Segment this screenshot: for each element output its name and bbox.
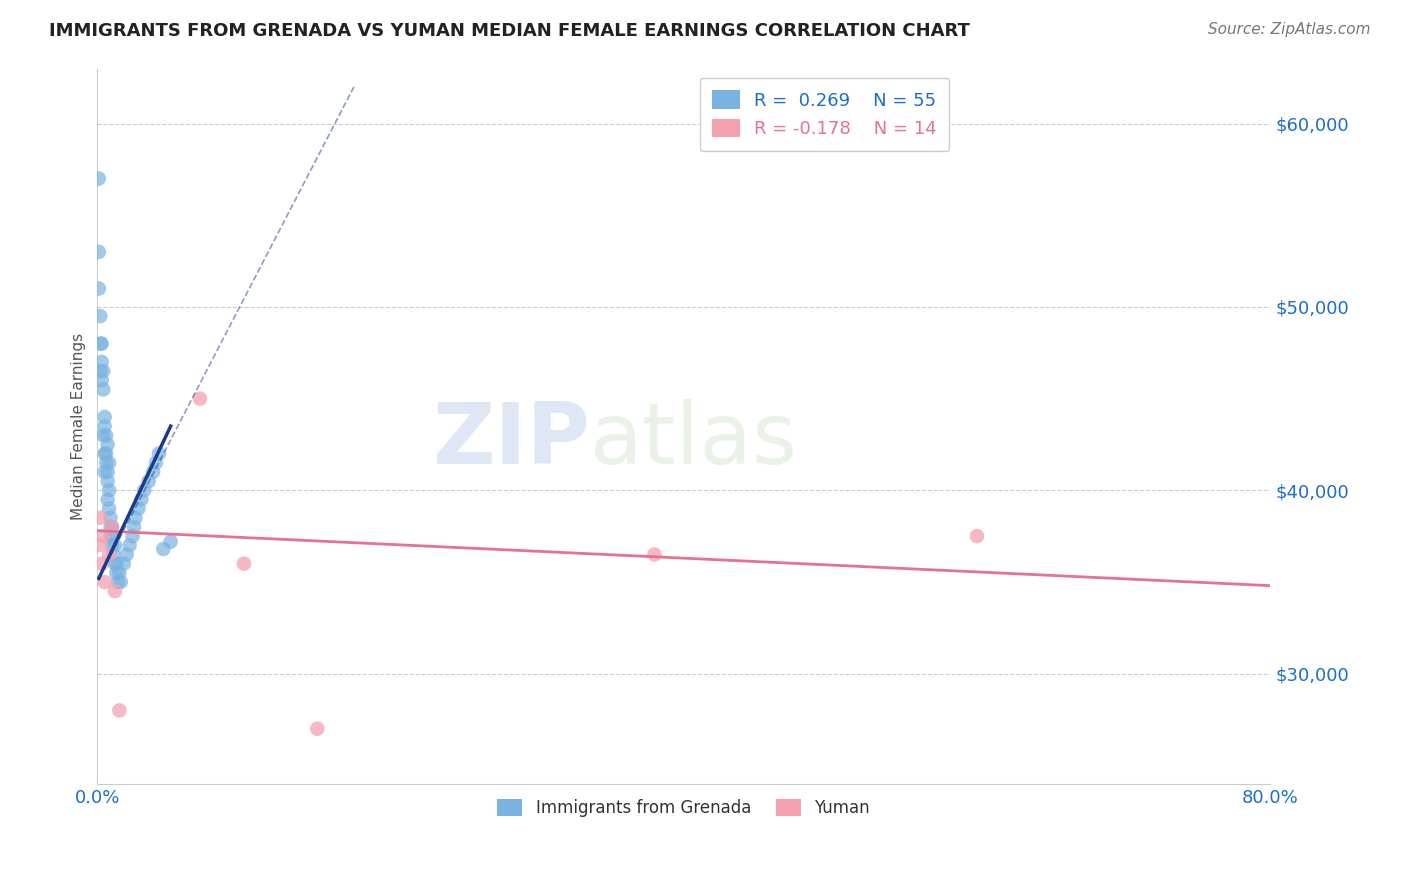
Point — [966, 529, 988, 543]
Text: ZIP: ZIP — [432, 399, 591, 482]
Text: atlas: atlas — [591, 399, 799, 482]
Point — [90, 336, 112, 351]
Point — [87, 171, 110, 186]
Point — [124, 511, 146, 525]
Point — [134, 483, 156, 498]
Point — [87, 538, 110, 552]
Point — [105, 566, 128, 580]
Point — [93, 447, 115, 461]
Point — [94, 456, 117, 470]
Point — [89, 309, 111, 323]
Point — [93, 465, 115, 479]
Point — [98, 548, 121, 562]
Point — [90, 373, 112, 387]
Point — [91, 364, 114, 378]
Point — [91, 428, 114, 442]
Point — [112, 557, 135, 571]
Point — [91, 383, 114, 397]
Point — [93, 574, 115, 589]
Point — [93, 419, 115, 434]
Point — [107, 574, 129, 589]
Point — [89, 364, 111, 378]
Point — [90, 355, 112, 369]
Point — [93, 409, 115, 424]
Point — [100, 529, 122, 543]
Point — [94, 447, 117, 461]
Point — [97, 437, 120, 451]
Point — [131, 492, 153, 507]
Point — [101, 538, 124, 552]
Point — [101, 520, 124, 534]
Point — [100, 520, 122, 534]
Point — [148, 447, 170, 461]
Y-axis label: Median Female Earnings: Median Female Earnings — [72, 333, 86, 520]
Point — [108, 566, 131, 580]
Point — [90, 557, 112, 571]
Point — [121, 529, 143, 543]
Point — [97, 492, 120, 507]
Point — [142, 465, 165, 479]
Point — [98, 501, 121, 516]
Point — [87, 282, 110, 296]
Point — [101, 520, 124, 534]
Point — [103, 548, 125, 562]
Point — [91, 529, 114, 543]
Point — [110, 574, 132, 589]
Point — [115, 548, 138, 562]
Point — [108, 703, 131, 717]
Point — [94, 428, 117, 442]
Point — [122, 520, 145, 534]
Point — [188, 392, 211, 406]
Point — [127, 501, 149, 516]
Point — [98, 456, 121, 470]
Legend: Immigrants from Grenada, Yuman: Immigrants from Grenada, Yuman — [489, 790, 879, 825]
Point — [103, 529, 125, 543]
Text: Source: ZipAtlas.com: Source: ZipAtlas.com — [1208, 22, 1371, 37]
Point — [98, 483, 121, 498]
Point — [152, 541, 174, 556]
Point — [104, 584, 127, 599]
Point — [104, 557, 127, 571]
Point — [100, 511, 122, 525]
Point — [307, 722, 329, 736]
Point — [97, 465, 120, 479]
Point — [159, 534, 181, 549]
Point — [118, 538, 141, 552]
Point — [104, 538, 127, 552]
Text: IMMIGRANTS FROM GRENADA VS YUMAN MEDIAN FEMALE EARNINGS CORRELATION CHART: IMMIGRANTS FROM GRENADA VS YUMAN MEDIAN … — [49, 22, 970, 40]
Point — [138, 474, 160, 488]
Point — [145, 456, 167, 470]
Point — [89, 511, 111, 525]
Point — [233, 557, 256, 571]
Point — [97, 474, 120, 488]
Point — [105, 557, 128, 571]
Point — [89, 336, 111, 351]
Point — [643, 548, 665, 562]
Point — [87, 244, 110, 259]
